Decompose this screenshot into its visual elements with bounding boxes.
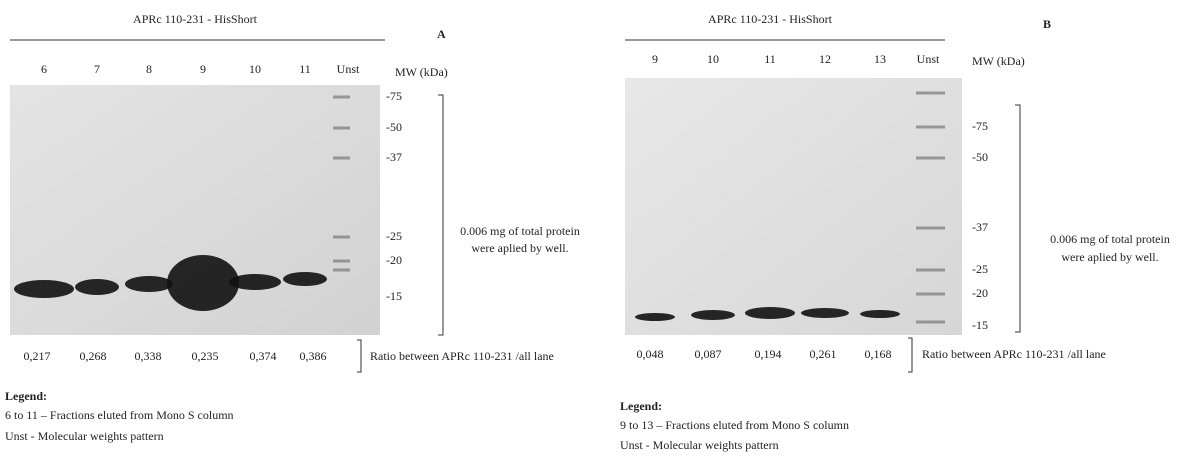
ratio-bracket xyxy=(357,339,362,373)
ratio-label: Ratio between APRc 110-231 /all lane xyxy=(370,349,554,363)
mw-marker: -37 xyxy=(972,220,988,234)
ratio-value: 0,194 xyxy=(755,347,782,361)
ratio-value: 0,168 xyxy=(865,347,892,361)
ratio-value: 0,386 xyxy=(300,349,327,363)
mw-marker: -20 xyxy=(386,253,402,267)
ladder-band xyxy=(916,268,945,272)
panel-title: APRc 110-231 - HisShort xyxy=(133,12,258,26)
mw-marker: -25 xyxy=(386,229,402,243)
ratio-value: 0,235 xyxy=(192,349,219,363)
ratio-value: 0,217 xyxy=(24,349,51,363)
protein-band xyxy=(229,274,281,290)
ladder-band xyxy=(333,268,350,272)
ladder-band xyxy=(916,91,945,95)
legend-line: Unst - Molecular weights pattern xyxy=(620,438,779,452)
ratio-value: 0,268 xyxy=(80,349,107,363)
ratio-value: 0,087 xyxy=(695,347,722,361)
protein-band xyxy=(635,313,675,321)
mw-marker: -50 xyxy=(972,150,988,164)
ladder-band xyxy=(333,235,350,239)
mw-marker: -75 xyxy=(972,119,988,133)
lane-label: 8 xyxy=(146,62,152,76)
ratio-value: 0,374 xyxy=(250,349,277,363)
lane-label: 13 xyxy=(874,52,886,66)
panel-title: APRc 110-231 - HisShort xyxy=(708,12,833,26)
protein-band xyxy=(801,308,849,318)
protein-band xyxy=(125,276,173,292)
mw-marker: -25 xyxy=(972,262,988,276)
note-text: were aplied by well. xyxy=(471,241,568,255)
mw-marker: -20 xyxy=(972,286,988,300)
lane-label: 12 xyxy=(819,52,831,66)
protein-band xyxy=(75,279,119,295)
lane-label: 11 xyxy=(299,62,311,76)
legend-line: 6 to 11 – Fractions eluted from Mono S c… xyxy=(5,408,234,422)
protein-band xyxy=(745,307,795,319)
ladder-band xyxy=(333,156,350,160)
panel-letter: A xyxy=(437,27,446,41)
protein-band xyxy=(691,310,735,320)
legend-line: Unst - Molecular weights pattern xyxy=(5,429,164,443)
lane-label: 11 xyxy=(764,52,776,66)
ladder-band xyxy=(333,126,350,130)
lane-label: 9 xyxy=(200,62,206,76)
protein-band xyxy=(860,310,900,318)
mw-marker: -50 xyxy=(386,120,402,134)
ladder-band xyxy=(916,156,945,160)
lane-label: 6 xyxy=(41,62,47,76)
note-text: 0.006 mg of total protein xyxy=(460,224,580,238)
gel-image xyxy=(625,78,962,335)
ratio-value: 0,048 xyxy=(637,347,664,361)
mw-marker: -15 xyxy=(386,289,402,303)
ladder-band xyxy=(916,125,945,129)
protein-band xyxy=(167,255,239,311)
mw-label: MW (kDa) xyxy=(395,65,448,79)
mw-marker: -75 xyxy=(386,89,402,103)
mw-label: MW (kDa) xyxy=(972,54,1025,68)
lane-label: 7 xyxy=(94,62,100,76)
lane-label: 10 xyxy=(249,62,261,76)
note-bracket xyxy=(1015,104,1021,333)
ladder-band xyxy=(916,292,945,296)
mw-marker: -15 xyxy=(972,318,988,332)
protein-band xyxy=(283,272,327,286)
note-bracket xyxy=(438,94,444,336)
legend-line: 9 to 13 – Fractions eluted from Mono S c… xyxy=(620,418,849,432)
lane-label: Unst xyxy=(337,62,360,76)
lane-label: Unst xyxy=(917,52,940,66)
ladder-band xyxy=(916,226,945,230)
ratio-bracket xyxy=(908,337,913,373)
ladder-band xyxy=(916,320,945,324)
lane-label: 9 xyxy=(652,52,658,66)
ratio-value: 0,261 xyxy=(810,347,837,361)
legend-title: Legend: xyxy=(5,389,47,403)
ratio-label: Ratio between APRc 110-231 /all lane xyxy=(922,347,1106,361)
ratio-value: 0,338 xyxy=(135,349,162,363)
ladder-band xyxy=(333,95,350,99)
protein-band xyxy=(14,280,74,298)
note-text: were aplied by well. xyxy=(1061,250,1158,264)
ladder-band xyxy=(333,259,350,263)
mw-marker: -37 xyxy=(386,150,402,164)
note-text: 0.006 mg of total protein xyxy=(1050,232,1170,246)
panel-letter: B xyxy=(1043,17,1051,31)
lane-label: 10 xyxy=(707,52,719,66)
legend-title: Legend: xyxy=(620,399,662,413)
